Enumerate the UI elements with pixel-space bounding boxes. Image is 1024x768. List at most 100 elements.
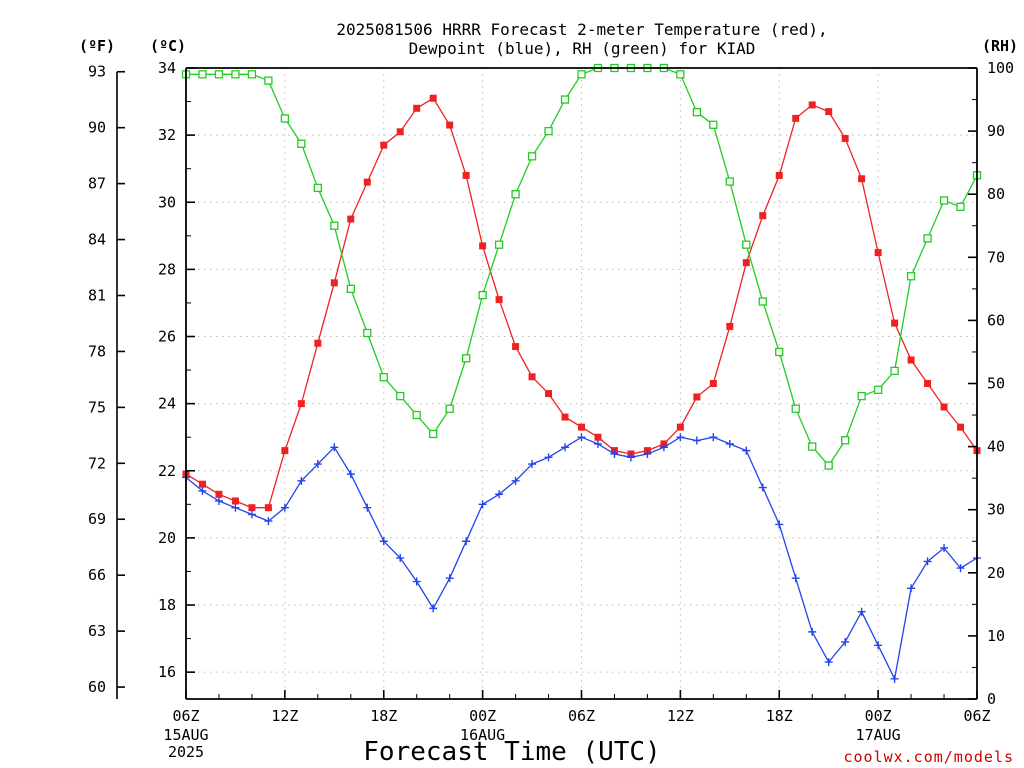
dewpoint-point: [561, 443, 570, 452]
f-tick-label: 81: [88, 286, 106, 304]
c-tick-label: 24: [158, 395, 176, 413]
chart-title-line-1: 2025081506 HRRR Forecast 2-meter Tempera…: [336, 20, 827, 39]
rh-point: [511, 190, 520, 199]
dewpoint-point: [709, 433, 718, 442]
rh-point: [494, 240, 504, 249]
temperature-point: [792, 114, 800, 122]
rh-point: [956, 202, 965, 211]
x-tick-label: 18Z: [766, 707, 793, 725]
rh-point: [264, 76, 273, 85]
x-year-label: 2025: [168, 743, 204, 761]
rh-tick-label: 70: [987, 248, 1005, 266]
dewpoint-point: [610, 449, 619, 458]
rh-point: [742, 240, 751, 249]
dewpoint-point: [775, 520, 784, 529]
rh-tick-label: 0: [987, 690, 996, 708]
x-tick-label: 06Z: [568, 707, 595, 725]
rh-point: [775, 347, 784, 357]
temperature-point: [825, 108, 833, 116]
chart-title-line-2: Dewpoint (blue), RH (green) for KIAD: [409, 39, 756, 58]
rh-point: [791, 404, 800, 413]
dewpoint-point: [528, 460, 537, 469]
c-tick-label: 26: [158, 328, 176, 346]
temperature-point: [742, 259, 750, 267]
x-tick-label: 12Z: [271, 707, 298, 725]
rh-point: [231, 70, 240, 79]
temperature-point: [858, 175, 866, 183]
rh-point: [725, 177, 734, 186]
dewpoint-point: [824, 658, 833, 667]
dewpoint-point: [725, 439, 734, 448]
rh-point: [461, 354, 471, 363]
temperature-point: [874, 249, 882, 257]
temperature-point: [330, 279, 338, 287]
dewpoint-point: [890, 674, 899, 683]
temperature-point: [841, 134, 849, 142]
grid-lines: [186, 67, 977, 699]
dewpoint-point: [956, 564, 965, 573]
f-tick-label: 60: [88, 678, 106, 696]
x-tick-label: 06Z: [963, 707, 990, 725]
rh-point: [429, 429, 438, 439]
x-tick-label: 06Z: [172, 707, 199, 725]
dewpoint-point: [330, 443, 339, 452]
temperature-point: [907, 356, 915, 364]
c-tick-label: 16: [158, 663, 176, 681]
temperature-point: [215, 490, 223, 498]
dewpoint-point: [593, 439, 602, 448]
f-tick-label: 93: [88, 63, 106, 81]
c-tick-label: 32: [158, 126, 176, 144]
c-tick-label: 20: [158, 529, 176, 547]
rh-point: [445, 404, 454, 413]
temperature-point: [957, 423, 965, 431]
temperature-point: [561, 413, 569, 421]
rh-point: [412, 410, 421, 420]
rh-tick-label: 60: [987, 311, 1005, 329]
temperature-point: [676, 423, 684, 431]
rh-point: [758, 297, 767, 306]
dewpoint-point: [198, 486, 207, 495]
rh-tick-label: 30: [987, 501, 1005, 519]
c-tick-label: 30: [158, 193, 176, 211]
temperature-point: [198, 480, 206, 488]
rh-point: [890, 366, 899, 376]
temperature-point: [347, 215, 355, 223]
rh-point: [247, 70, 257, 79]
rh-point: [676, 70, 685, 79]
temperature-point: [808, 101, 816, 109]
dewpoint-point: [742, 446, 751, 455]
dewpoint-point: [313, 460, 322, 469]
dewpoint-point: [462, 537, 471, 546]
temperature-point: [363, 178, 371, 186]
temperature-point: [545, 390, 553, 398]
dewpoint-point: [643, 449, 652, 458]
rh-point: [527, 152, 537, 161]
fahrenheit-unit-label: (ºF): [79, 37, 115, 55]
dewpoint-point: [412, 577, 421, 586]
temperature-point: [264, 504, 272, 512]
temperature-point: [775, 171, 783, 179]
temperature-point: [248, 504, 256, 512]
rh-point: [280, 114, 290, 123]
temperature-point: [709, 380, 717, 387]
f-tick-label: 66: [88, 566, 106, 584]
rh-tick-label: 20: [987, 564, 1005, 582]
rh-point: [873, 385, 883, 394]
f-tick-label: 63: [88, 622, 106, 640]
dewpoint-point: [923, 557, 932, 566]
rh-point: [214, 70, 224, 79]
dewpoint-point: [841, 637, 850, 646]
f-tick-label: 90: [88, 119, 106, 137]
temperature-point: [726, 322, 734, 330]
rh-tick-label: 50: [987, 375, 1005, 393]
rh-point: [577, 70, 586, 79]
f-tick-label: 87: [88, 175, 106, 193]
rh-point: [841, 436, 850, 445]
rh-unit-label: (RH): [982, 37, 1018, 55]
dewpoint-point: [214, 496, 223, 505]
dewpoint-point: [429, 604, 438, 613]
temperature-point: [380, 141, 388, 149]
rh-tick-label: 100: [987, 59, 1014, 77]
f-tick-label: 84: [88, 231, 106, 249]
temperature-point: [446, 121, 454, 129]
